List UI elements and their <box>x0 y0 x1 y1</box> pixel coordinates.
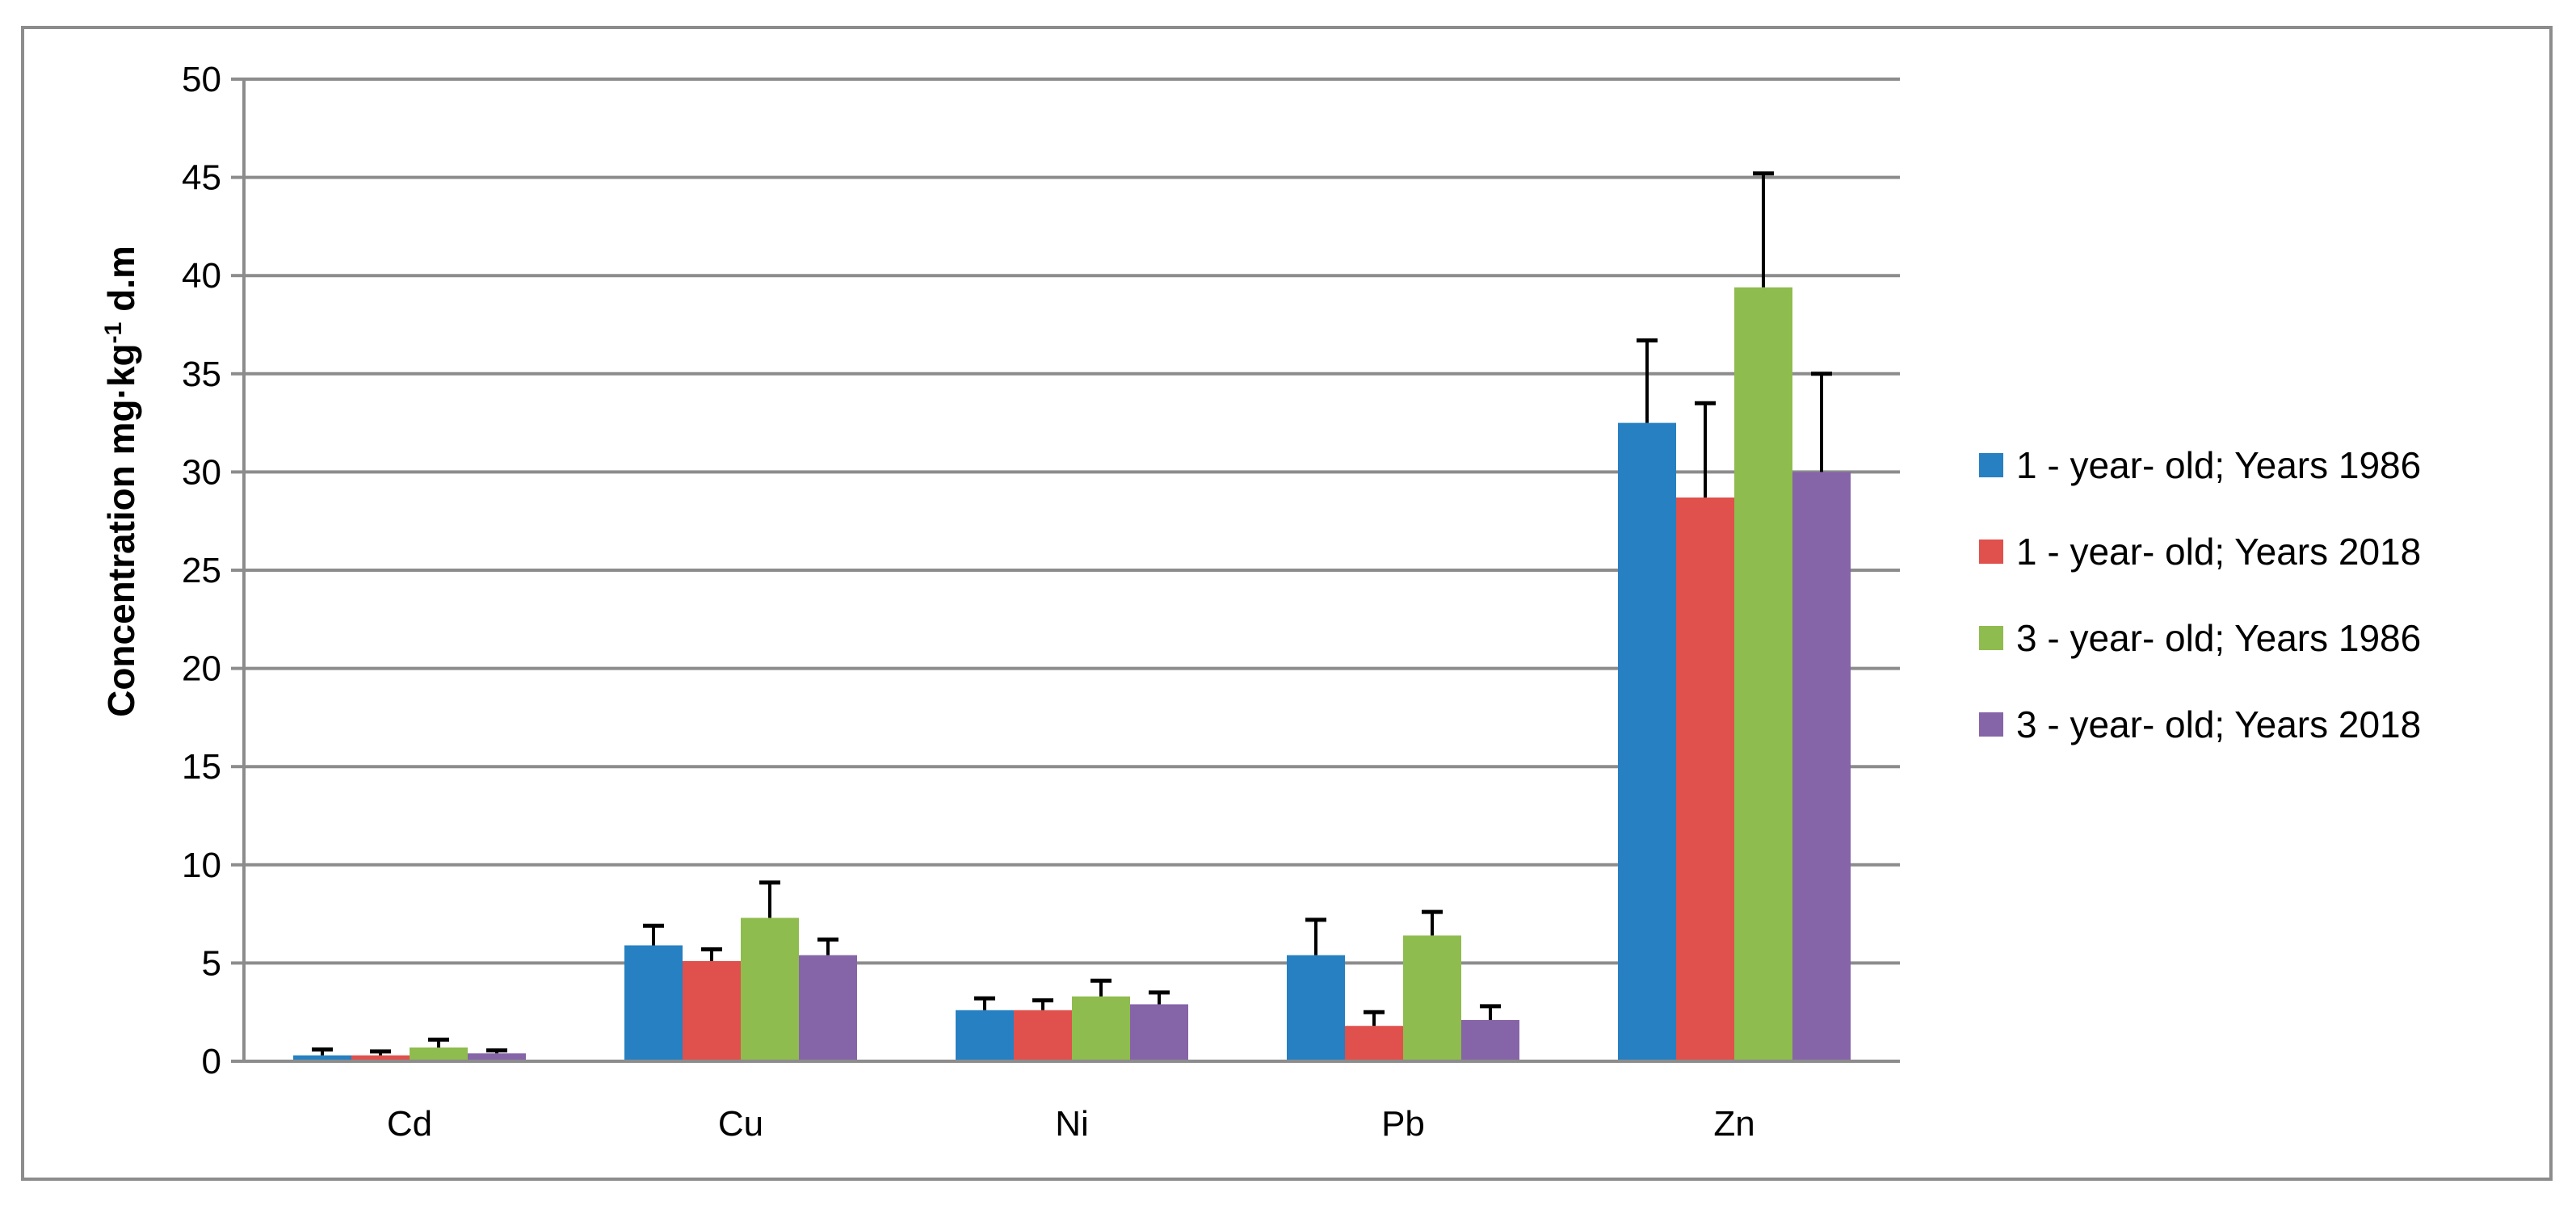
bar <box>1618 422 1676 1061</box>
bar <box>468 1053 526 1061</box>
y-axis-title-main: Concentration mg·kg <box>100 343 142 717</box>
x-tick-labels: Cd Cu Ni Pb Zn <box>387 1104 1755 1144</box>
bar <box>293 1055 351 1061</box>
axes <box>242 79 1900 1063</box>
bar <box>683 960 741 1061</box>
x-tick-label: Cd <box>387 1104 432 1144</box>
bar <box>1014 1010 1072 1061</box>
bar <box>1345 1026 1403 1061</box>
bar <box>799 955 857 1061</box>
bar <box>624 945 683 1061</box>
y-tick-label: 50 <box>182 60 221 99</box>
legend-swatch <box>1979 712 2003 737</box>
legend-swatch <box>1979 626 2003 650</box>
y-tick-label: 40 <box>182 256 221 296</box>
legend-swatch <box>1979 453 2003 477</box>
legend: 1 - year- old; Years 1986 1 - year- old; … <box>1979 444 2421 745</box>
bar <box>1734 287 1792 1061</box>
y-tick-label: 30 <box>182 452 221 492</box>
legend-label: 1 - year- old; Years 1986 <box>2016 444 2421 486</box>
chart-frame: 0 5 10 15 20 25 30 35 40 45 50 Cd Cu Ni Pb Zn Concentr… <box>21 26 2553 1181</box>
y-tick-label: 45 <box>182 158 221 198</box>
y-axis-title-superscript: -1 <box>100 322 127 344</box>
y-tick-labels: 0 5 10 15 20 25 30 35 40 45 50 <box>182 60 221 1081</box>
x-tick-label: Zn <box>1713 1104 1754 1144</box>
y-axis-title-suffix: d.m <box>100 246 142 322</box>
y-axis-title: Concentration mg·kg-1 d.m <box>100 246 142 717</box>
bar-chart: 0 5 10 15 20 25 30 35 40 45 50 Cd Cu Ni Pb Zn Concentr… <box>100 60 2421 1144</box>
bar <box>956 1010 1014 1061</box>
bar <box>741 917 799 1061</box>
legend-label: 3 - year- old; Years 1986 <box>2016 617 2421 659</box>
bar <box>1792 472 1851 1061</box>
bar <box>1072 996 1130 1061</box>
x-tick-label: Cu <box>718 1104 763 1144</box>
y-tick-label: 5 <box>202 943 221 983</box>
legend-label: 3 - year- old; Years 2018 <box>2016 703 2421 745</box>
y-tick-label: 20 <box>182 649 221 689</box>
x-tick-label: Ni <box>1055 1104 1089 1144</box>
bar <box>1287 955 1345 1061</box>
x-tick-label: Pb <box>1381 1104 1425 1144</box>
legend-swatch <box>1979 540 2003 564</box>
bar <box>410 1047 468 1061</box>
bar <box>351 1055 410 1061</box>
y-tick-label: 25 <box>182 551 221 590</box>
bar <box>1676 498 1734 1061</box>
y-tick-label: 10 <box>182 846 221 885</box>
error-bars <box>312 171 1832 1056</box>
bar <box>1461 1019 1519 1061</box>
bars <box>293 287 1851 1061</box>
legend-label: 1 - year- old; Years 2018 <box>2016 531 2421 573</box>
y-tick-label: 0 <box>202 1042 221 1081</box>
bar <box>1403 935 1461 1061</box>
y-tick-label: 15 <box>182 747 221 787</box>
y-tick-label: 35 <box>182 355 221 394</box>
bar <box>1130 1004 1188 1061</box>
